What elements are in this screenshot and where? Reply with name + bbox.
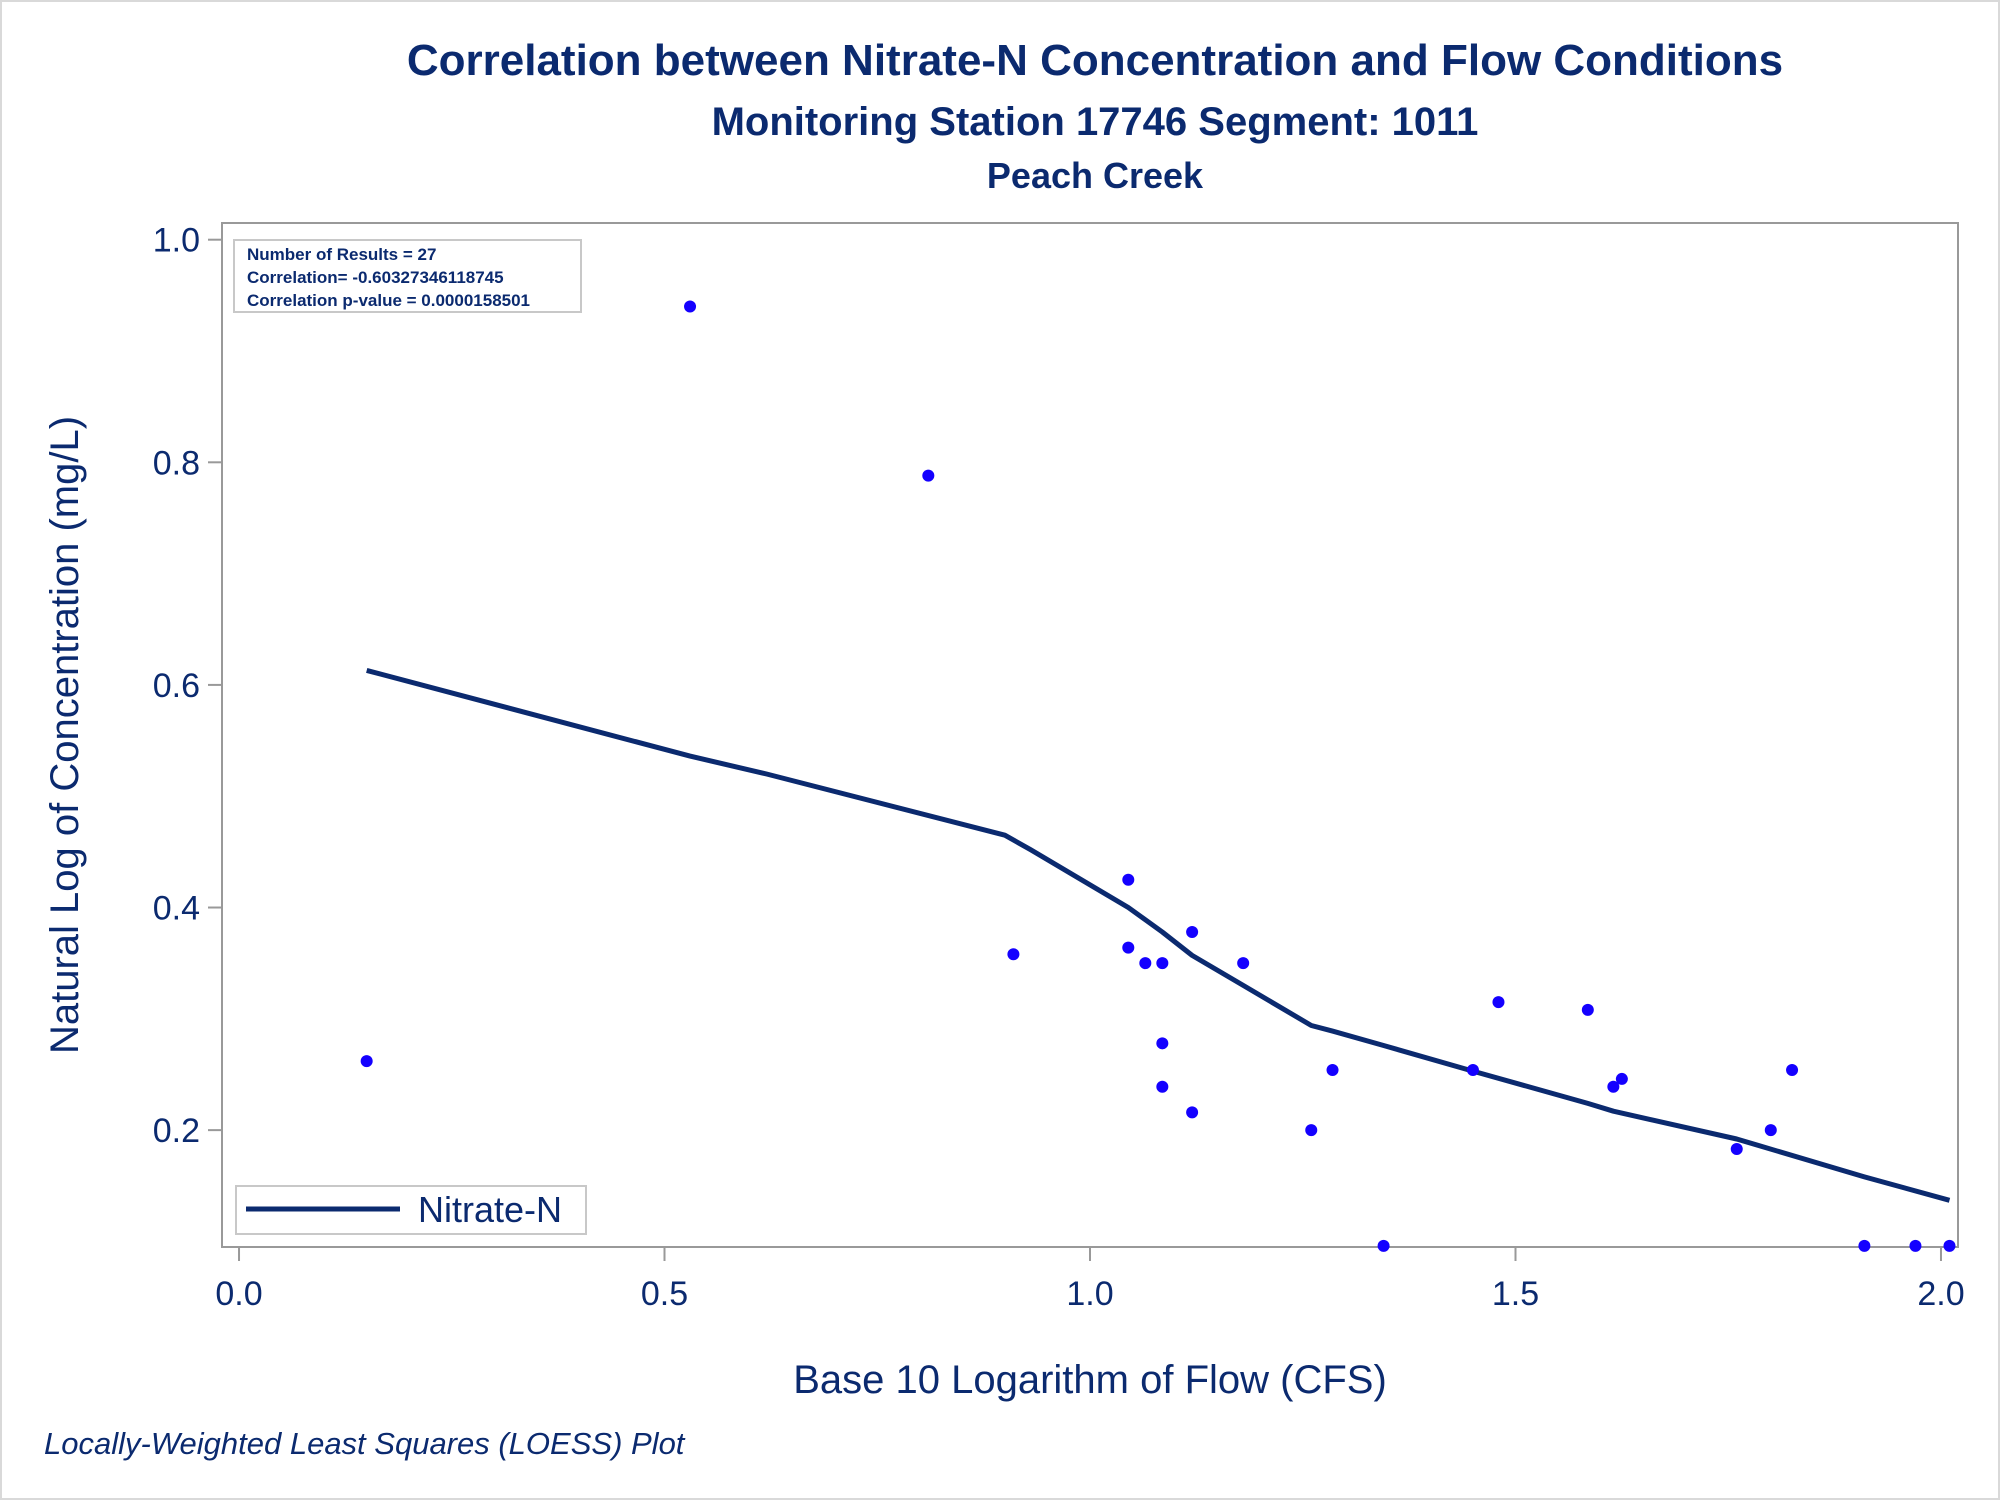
data-point xyxy=(1326,1064,1339,1077)
data-point xyxy=(922,469,935,482)
data-point xyxy=(1122,941,1135,954)
data-point xyxy=(1615,1072,1628,1085)
footnote: Locally-Weighted Least Squares (LOESS) P… xyxy=(44,1426,685,1461)
x-tick-label: 0.0 xyxy=(215,1275,262,1313)
data-point xyxy=(1909,1239,1922,1252)
data-point xyxy=(1007,948,1020,961)
chart-subtitle: Monitoring Station 17746 Segment: 1011 xyxy=(711,100,1479,144)
data-point xyxy=(1156,1080,1169,1093)
data-point xyxy=(1377,1239,1390,1252)
y-tick-label: 0.4 xyxy=(153,890,200,928)
x-tick-label: 0.5 xyxy=(641,1275,688,1313)
legend-label-nitrate: Nitrate-N xyxy=(418,1189,562,1230)
inset-p-value: Correlation p-value = 0.0000158501 xyxy=(247,291,530,310)
data-point xyxy=(1786,1064,1799,1077)
data-point xyxy=(1607,1080,1620,1093)
stats-inset: Number of Results = 27 Correlation= -0.6… xyxy=(233,239,582,313)
data-point xyxy=(1730,1143,1743,1156)
data-point xyxy=(1186,926,1199,939)
legend: Nitrate-N xyxy=(235,1185,587,1235)
x-tick-label: 1.5 xyxy=(1492,1275,1539,1313)
data-point xyxy=(360,1055,373,1068)
y-axis-label: Natural Log of Concentration (mg/L) xyxy=(43,416,87,1054)
x-axis-label: Base 10 Logarithm of Flow (CFS) xyxy=(793,1358,1387,1402)
loess-line-nitrate-n xyxy=(366,667,1951,1203)
data-point xyxy=(1764,1124,1777,1137)
data-point xyxy=(1492,996,1505,1009)
axes: 0.0 0.5 1.0 1.5 2.0 0.2 0.4 0.6 0.8 1.0 xyxy=(153,222,1965,1313)
data-point xyxy=(1186,1106,1199,1119)
y-tick-label: 0.8 xyxy=(153,444,200,482)
data-point xyxy=(1305,1124,1318,1137)
data-point xyxy=(1581,1003,1594,1016)
loess-line-group xyxy=(366,667,1951,1203)
data-point xyxy=(1156,957,1169,970)
inset-results-count: Number of Results = 27 xyxy=(247,245,436,264)
inset-correlation: Correlation= -0.60327346118745 xyxy=(247,268,504,287)
data-point xyxy=(684,300,697,313)
y-tick-label: 0.6 xyxy=(153,667,200,705)
data-point xyxy=(1943,1239,1956,1252)
stats-inset-box xyxy=(233,239,582,313)
data-point xyxy=(1466,1064,1479,1077)
data-point xyxy=(1237,957,1250,970)
data-points-group xyxy=(360,300,1956,1252)
x-tick-label: 2.0 xyxy=(1917,1275,1964,1313)
x-tick-label: 1.0 xyxy=(1066,1275,1113,1313)
data-point xyxy=(1858,1239,1871,1252)
data-point xyxy=(1139,957,1152,970)
chart-title: Correlation between Nitrate-N Concentrat… xyxy=(406,36,1784,85)
y-tick-label: 0.2 xyxy=(153,1112,200,1150)
y-tick-label: 1.0 xyxy=(153,222,200,260)
chart-subtitle-creek: Peach Creek xyxy=(986,155,1204,196)
data-point xyxy=(1156,1037,1169,1050)
data-point xyxy=(1122,873,1135,886)
plot-area-frame xyxy=(221,222,1959,1248)
